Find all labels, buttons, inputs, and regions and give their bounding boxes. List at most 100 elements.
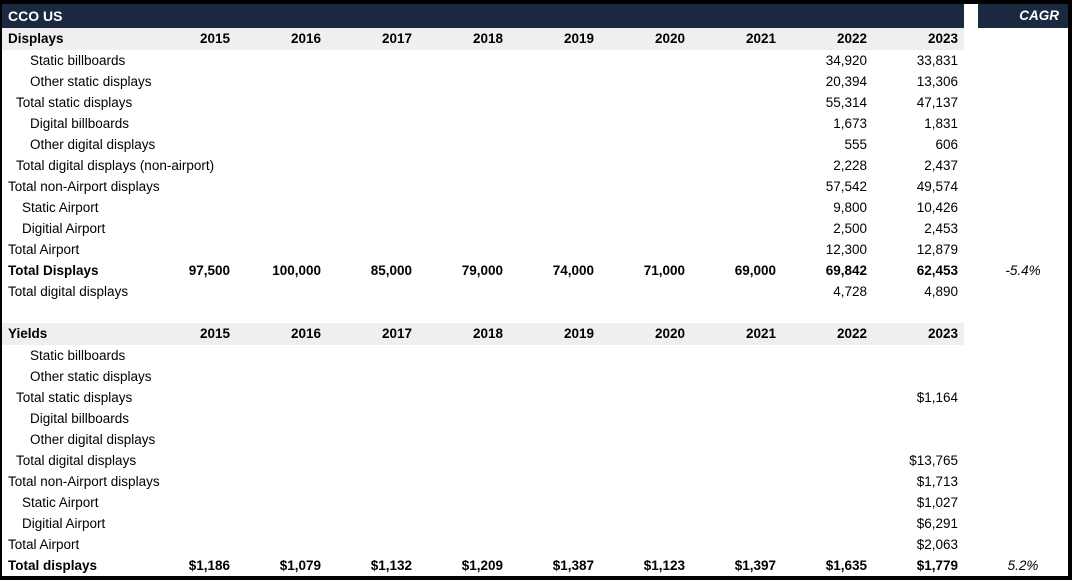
value-cell[interactable] [782,471,873,492]
value-cell[interactable]: $1,779 [916,558,958,573]
value-cell[interactable] [873,366,964,387]
value-cell[interactable] [327,155,418,176]
value-cell[interactable]: 71,000 [643,263,685,278]
value-cell[interactable] [236,534,327,555]
value-cell[interactable] [418,71,509,92]
value-cell[interactable] [418,534,509,555]
value-cell[interactable] [327,50,418,71]
cagr-value-cell[interactable] [978,471,1068,492]
year-header[interactable]: 2018 [472,326,503,341]
row-label[interactable]: Digital billboards [30,411,130,426]
value-cell[interactable] [327,345,418,366]
value-cell[interactable] [145,471,236,492]
value-cell[interactable] [418,471,509,492]
value-cell[interactable] [509,92,600,113]
row-label[interactable]: Digital billboards [30,116,130,131]
year-header[interactable]: 2019 [563,31,594,46]
value-cell[interactable] [600,345,691,366]
cagr-value-cell[interactable] [978,155,1068,176]
cagr-value-cell[interactable] [978,366,1068,387]
value-cell[interactable] [327,218,418,239]
value-cell[interactable] [327,134,418,155]
value-cell[interactable]: 9,800 [833,200,867,215]
value-cell[interactable]: $1,635 [825,558,867,573]
value-cell[interactable] [509,176,600,197]
value-cell[interactable]: 13,306 [916,74,958,89]
value-cell[interactable]: $1,132 [370,558,412,573]
cagr-value-cell[interactable] [978,71,1068,92]
cagr-value-cell[interactable] [978,113,1068,134]
value-cell[interactable] [782,366,873,387]
value-cell[interactable] [509,281,600,302]
year-header[interactable]: 2020 [654,31,685,46]
value-cell[interactable]: 606 [935,137,958,152]
value-cell[interactable] [418,387,509,408]
value-cell[interactable]: 47,137 [916,95,958,110]
row-label[interactable]: Static Airport [22,200,99,215]
value-cell[interactable] [873,345,964,366]
value-cell[interactable]: 57,542 [825,179,867,194]
value-cell[interactable] [327,471,418,492]
value-cell[interactable] [145,218,236,239]
value-cell[interactable] [418,408,509,429]
value-cell[interactable] [145,387,236,408]
value-cell[interactable] [236,218,327,239]
value-cell[interactable]: $1,387 [552,558,594,573]
value-cell[interactable] [236,176,327,197]
value-cell[interactable] [600,134,691,155]
value-cell[interactable] [145,345,236,366]
row-label[interactable]: Total Airport [8,242,80,257]
value-cell[interactable]: $1,713 [916,474,958,489]
value-cell[interactable] [145,134,236,155]
year-header[interactable]: 2022 [836,326,867,341]
cagr-value-cell[interactable] [978,492,1068,513]
value-cell[interactable] [418,113,509,134]
value-cell[interactable] [145,534,236,555]
value-cell[interactable] [145,513,236,534]
value-cell[interactable] [327,71,418,92]
section-title[interactable]: Displays [8,31,64,46]
value-cell[interactable] [327,450,418,471]
value-cell[interactable] [145,366,236,387]
year-header[interactable]: 2016 [290,31,321,46]
value-cell[interactable] [236,113,327,134]
value-cell[interactable] [600,387,691,408]
value-cell[interactable]: $1,164 [916,390,958,405]
value-cell[interactable]: 2,500 [833,221,867,236]
value-cell[interactable]: $13,765 [909,453,958,468]
value-cell[interactable] [145,113,236,134]
value-cell[interactable] [691,429,782,450]
value-cell[interactable]: $2,063 [916,537,958,552]
value-cell[interactable] [509,50,600,71]
row-label[interactable]: Total displays [8,558,98,573]
value-cell[interactable] [509,408,600,429]
value-cell[interactable] [327,239,418,260]
value-cell[interactable] [236,492,327,513]
value-cell[interactable] [509,387,600,408]
value-cell[interactable] [509,471,600,492]
row-label[interactable]: Other digital displays [30,137,156,152]
value-cell[interactable] [691,155,782,176]
value-cell[interactable] [509,429,600,450]
row-label[interactable]: Other static displays [30,74,152,89]
value-cell[interactable] [236,450,327,471]
value-cell[interactable] [509,366,600,387]
value-cell[interactable] [691,471,782,492]
year-header[interactable]: 2015 [199,31,230,46]
value-cell[interactable] [145,281,236,302]
value-cell[interactable] [691,366,782,387]
value-cell[interactable]: 49,574 [916,179,958,194]
value-cell[interactable]: $1,123 [643,558,685,573]
value-cell[interactable] [600,50,691,71]
value-cell[interactable] [691,71,782,92]
value-cell[interactable]: 2,228 [833,158,867,173]
value-cell[interactable]: 55,314 [825,95,867,110]
value-cell[interactable] [600,239,691,260]
cagr-value-cell[interactable] [978,176,1068,197]
value-cell[interactable] [691,345,782,366]
value-cell[interactable] [600,408,691,429]
value-cell[interactable]: $1,079 [279,558,321,573]
value-cell[interactable] [327,176,418,197]
value-cell[interactable] [418,134,509,155]
value-cell[interactable] [600,155,691,176]
